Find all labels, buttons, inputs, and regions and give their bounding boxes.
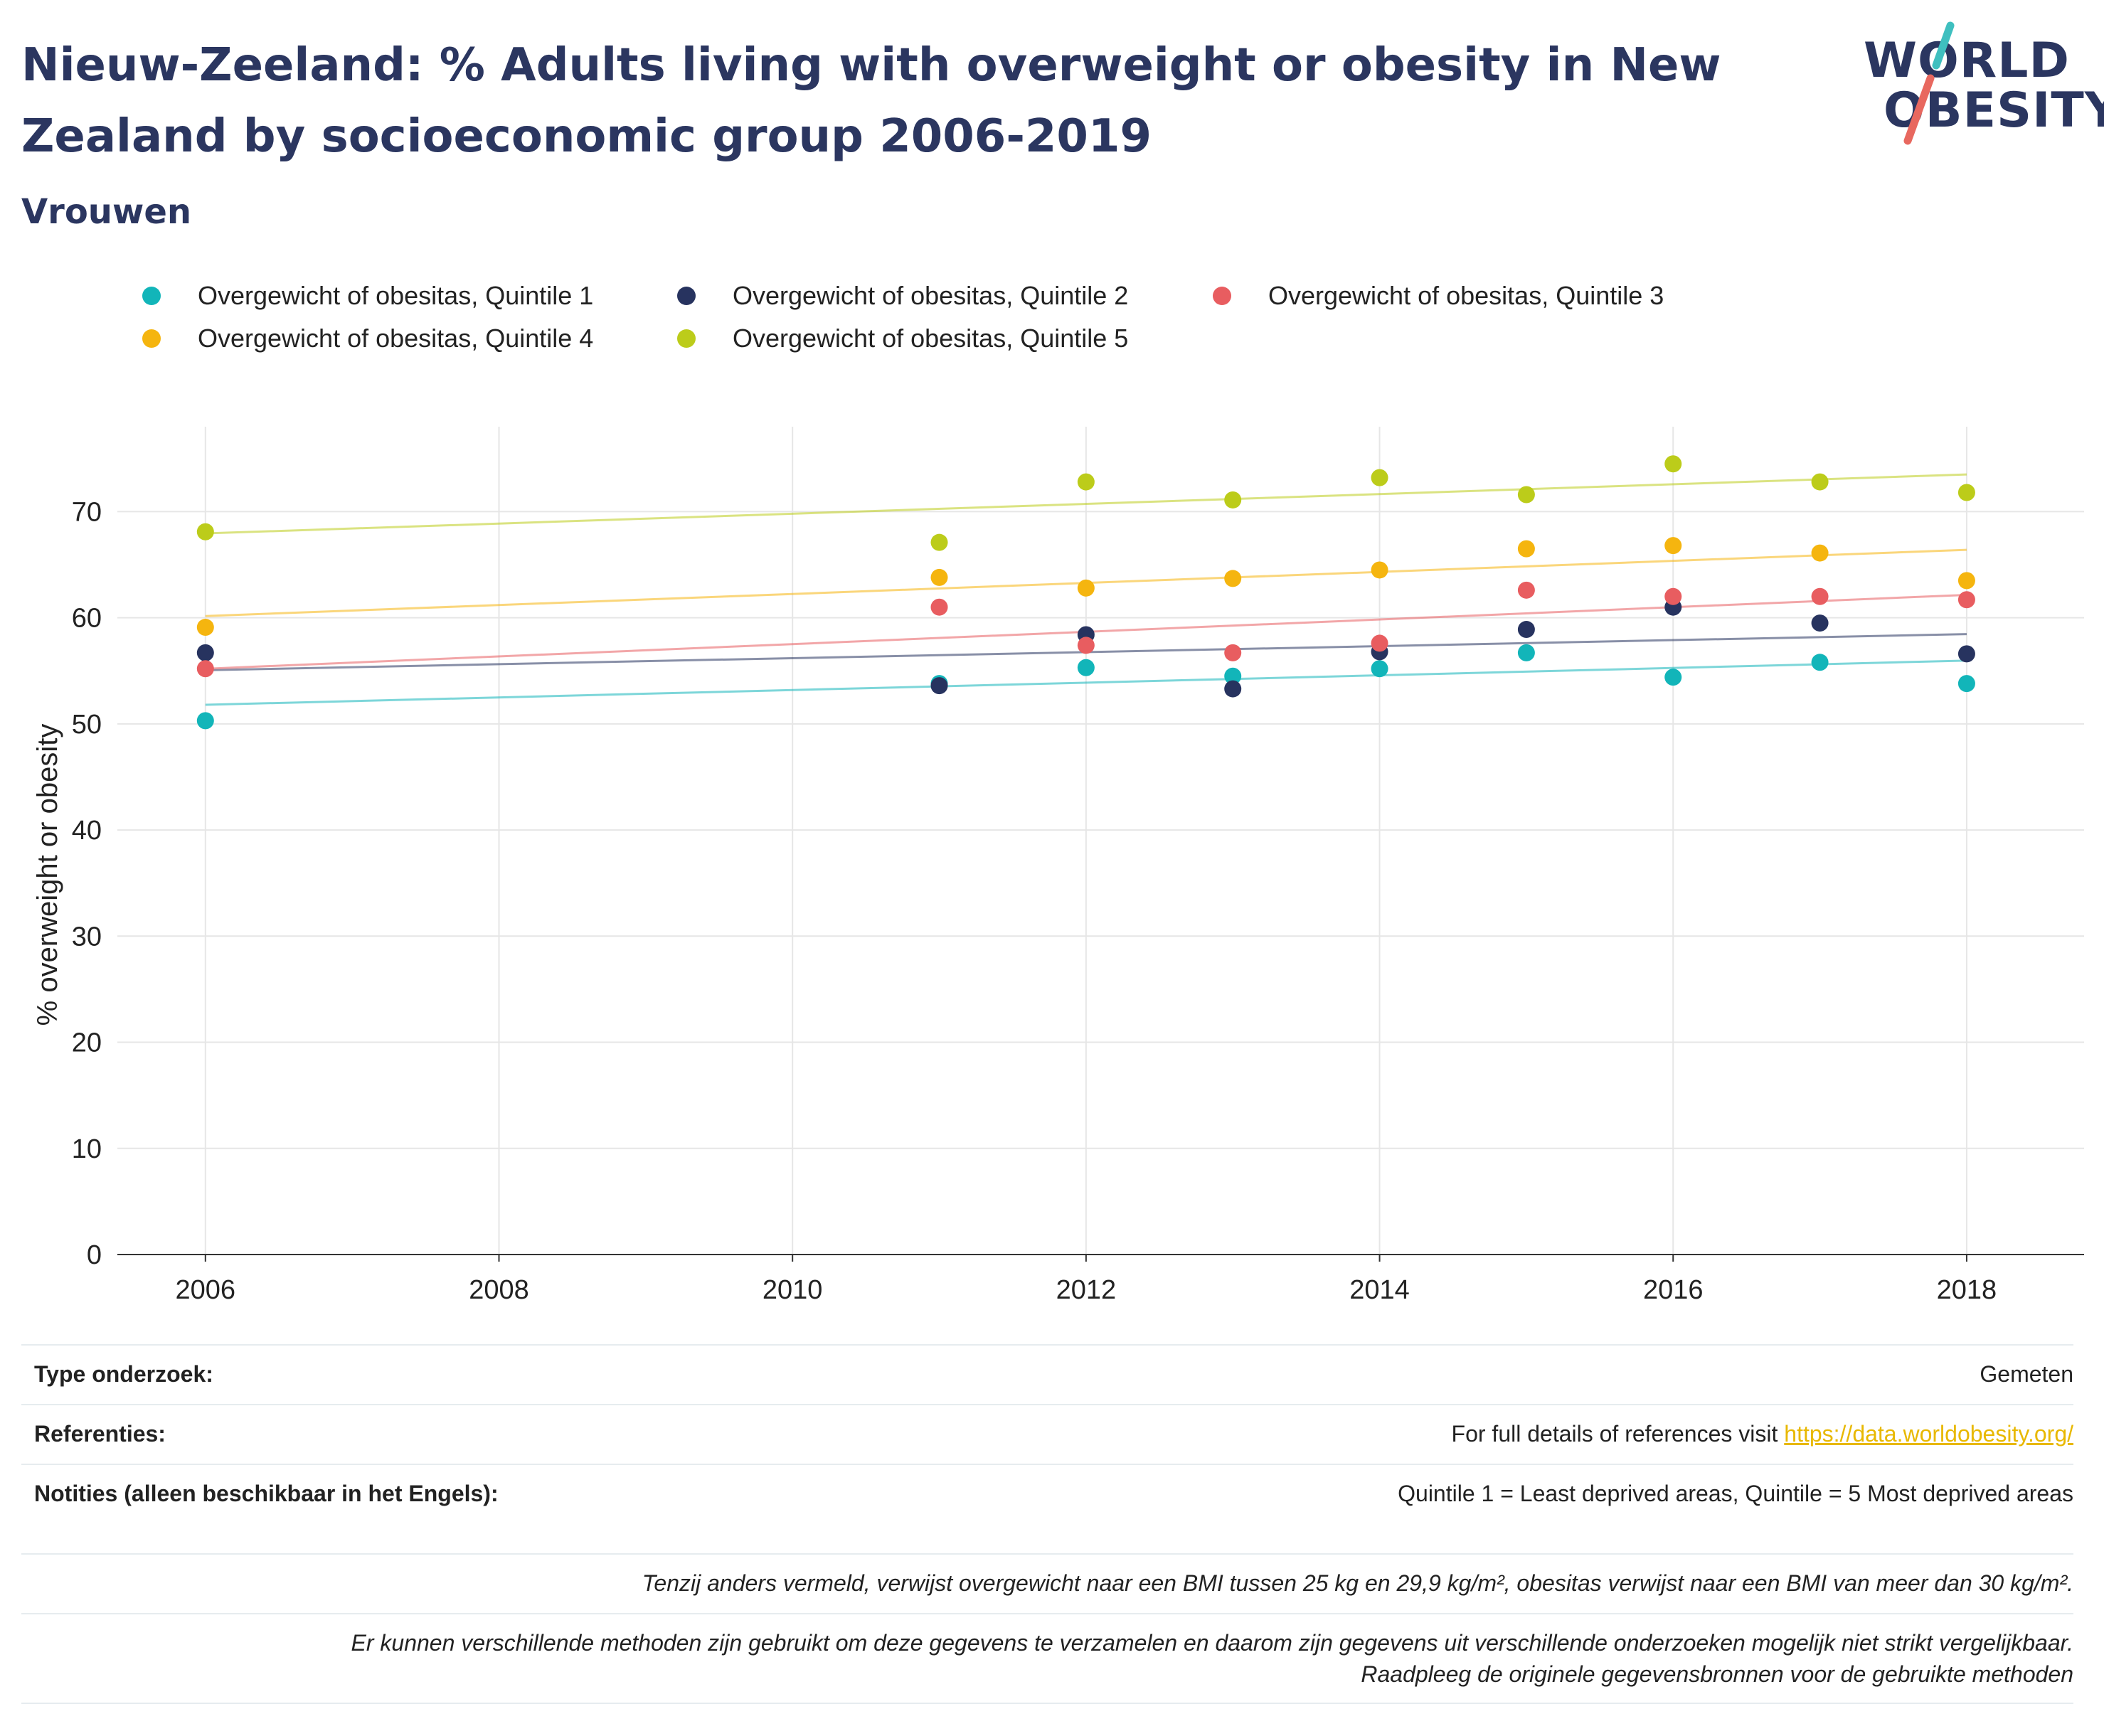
notes-value: Quintile 1 = Least deprived areas, Quint… — [1398, 1481, 2073, 1506]
references-prefix: For full details of references visit — [1451, 1421, 1785, 1447]
data-point-quintile-4 — [196, 619, 214, 637]
legend-label: Overgewicht of obesitas, Quintile 2 — [733, 281, 1129, 310]
data-point-quintile-4 — [930, 568, 948, 586]
legend-item-quintile-5[interactable]: Overgewicht of obesitas, Quintile 5 — [677, 324, 1128, 353]
data-point-quintile-3 — [1077, 637, 1095, 654]
references-link[interactable]: https://data.worldobesity.org/ — [1784, 1421, 2073, 1447]
scatter-chart: 0 10 20 30 40 50 60 70 2006 2008 2010 2012 2014 2016 2… — [32, 427, 2084, 1305]
data-point-quintile-3 — [1371, 634, 1388, 652]
info-row-type: Type onderzoek: Gemeten — [21, 1344, 2073, 1404]
data-point-quintile-1 — [1957, 675, 1975, 693]
chart-subtitle: Vrouwen — [21, 192, 192, 232]
y-tick-label: 40 — [72, 816, 102, 846]
data-point-quintile-2 — [1517, 621, 1535, 639]
data-point-quintile-5 — [1077, 473, 1095, 491]
data-point-quintile-3 — [1224, 644, 1242, 661]
chart-legend: Overgewicht of obesitas, Quintile 1 Over… — [142, 281, 1992, 373]
data-point-quintile-1 — [1371, 660, 1388, 678]
data-point-quintile-4 — [1664, 537, 1682, 555]
data-point-quintile-3 — [1517, 581, 1535, 599]
x-tick-label: 2006 — [176, 1275, 236, 1305]
trendline-quintile-5 — [205, 473, 1967, 535]
legend-label: Overgewicht of obesitas, Quintile 4 — [198, 324, 594, 353]
data-point-quintile-4 — [1224, 570, 1242, 587]
legend-dot — [677, 287, 696, 305]
data-point-quintile-5 — [196, 523, 214, 540]
data-point-quintile-4 — [1811, 544, 1829, 562]
legend-label: Overgewicht of obesitas, Quintile 3 — [1268, 281, 1664, 310]
legend-dot — [142, 329, 161, 348]
legend-item-quintile-2[interactable]: Overgewicht of obesitas, Quintile 2 — [677, 281, 1128, 311]
logo-slash-icon — [1903, 21, 1955, 145]
type-label: Type onderzoek: — [34, 1361, 213, 1387]
legend-item-quintile-1[interactable]: Overgewicht of obesitas, Quintile 1 — [142, 281, 593, 311]
y-tick-label: 60 — [72, 604, 102, 634]
x-tick-label: 2014 — [1349, 1275, 1410, 1305]
data-point-quintile-1 — [1517, 644, 1535, 661]
data-point-quintile-5 — [1517, 486, 1535, 504]
data-point-quintile-3 — [1664, 587, 1682, 605]
data-point-quintile-1 — [1077, 659, 1095, 676]
world-obesity-logo: WORLD OBESITY — [1856, 21, 2104, 149]
y-tick-label: 30 — [72, 922, 102, 952]
data-point-quintile-3 — [1957, 591, 1975, 609]
data-point-quintile-5 — [1811, 473, 1829, 491]
data-point-quintile-4 — [1517, 540, 1535, 558]
data-point-quintile-4 — [1957, 572, 1975, 590]
y-tick-label: 70 — [72, 497, 102, 527]
axis-layer: 0 10 20 30 40 50 60 70 2006 2008 2010 2012 2014 2016 2… — [72, 497, 2084, 1305]
x-tick-label: 2018 — [1937, 1275, 1997, 1305]
method-note: Er kunnen verschillende methoden zijn ge… — [21, 1613, 2073, 1703]
data-point-quintile-5 — [1224, 491, 1242, 508]
info-table: Type onderzoek: Gemeten Referenties: For… — [21, 1344, 2073, 1704]
y-tick-label: 50 — [72, 710, 102, 740]
type-value: Gemeten — [1980, 1361, 2073, 1387]
legend-item-quintile-3[interactable]: Overgewicht of obesitas, Quintile 3 — [1213, 281, 1664, 311]
references-value: For full details of references visit htt… — [1452, 1418, 2073, 1449]
grid-layer — [117, 427, 2084, 1255]
x-tick-label: 2010 — [763, 1275, 823, 1305]
references-label: Referenties: — [34, 1421, 166, 1447]
data-point-quintile-1 — [1811, 654, 1829, 671]
legend-dot — [1213, 287, 1231, 305]
data-point-quintile-1 — [1224, 667, 1242, 685]
data-point-quintile-5 — [1957, 484, 1975, 501]
trendline-quintile-1 — [205, 659, 1967, 706]
chart-title: Nieuw-Zeeland: % Adults living with over… — [21, 39, 1721, 163]
data-point-quintile-2 — [1811, 614, 1829, 632]
notes-label: Notities (alleen beschikbaar in het Enge… — [34, 1481, 499, 1506]
y-tick-label: 10 — [72, 1134, 102, 1164]
info-row-references: Referenties: For full details of referen… — [21, 1404, 2073, 1464]
info-row-notes: Notities (alleen beschikbaar in het Enge… — [21, 1464, 2073, 1553]
y-tick-label: 0 — [87, 1240, 102, 1270]
y-axis-title: % overweight or obesity — [32, 724, 63, 1026]
data-point-quintile-5 — [1371, 469, 1388, 486]
legend-label: Overgewicht of obesitas, Quintile 1 — [198, 281, 594, 310]
data-point-quintile-1 — [1664, 669, 1682, 686]
data-point-quintile-5 — [1664, 455, 1682, 473]
data-point-quintile-4 — [1371, 561, 1388, 579]
legend-item-quintile-4[interactable]: Overgewicht of obesitas, Quintile 4 — [142, 324, 593, 353]
data-point-quintile-2 — [196, 644, 214, 661]
x-tick-label: 2016 — [1643, 1275, 1704, 1305]
data-point-quintile-5 — [930, 533, 948, 551]
logo-line1: WORLD — [1864, 33, 2070, 89]
data-point-quintile-3 — [1811, 587, 1829, 605]
data-point-quintile-2 — [1957, 645, 1975, 663]
y-tick-label: 20 — [72, 1028, 102, 1058]
x-tick-label: 2008 — [469, 1275, 529, 1305]
point-layer — [196, 455, 1975, 730]
data-point-quintile-2 — [1224, 680, 1242, 698]
data-point-quintile-3 — [930, 598, 948, 616]
data-point-quintile-3 — [196, 660, 214, 678]
info-table-end — [21, 1703, 2073, 1704]
bmi-note: Tenzij anders vermeld, verwijst overgewi… — [21, 1553, 2073, 1613]
data-point-quintile-4 — [1077, 579, 1095, 597]
legend-dot — [142, 287, 161, 305]
data-point-quintile-1 — [196, 712, 214, 730]
x-tick-label: 2012 — [1056, 1275, 1117, 1305]
legend-dot — [677, 329, 696, 348]
legend-label: Overgewicht of obesitas, Quintile 5 — [733, 324, 1129, 353]
data-point-quintile-2 — [930, 677, 948, 695]
